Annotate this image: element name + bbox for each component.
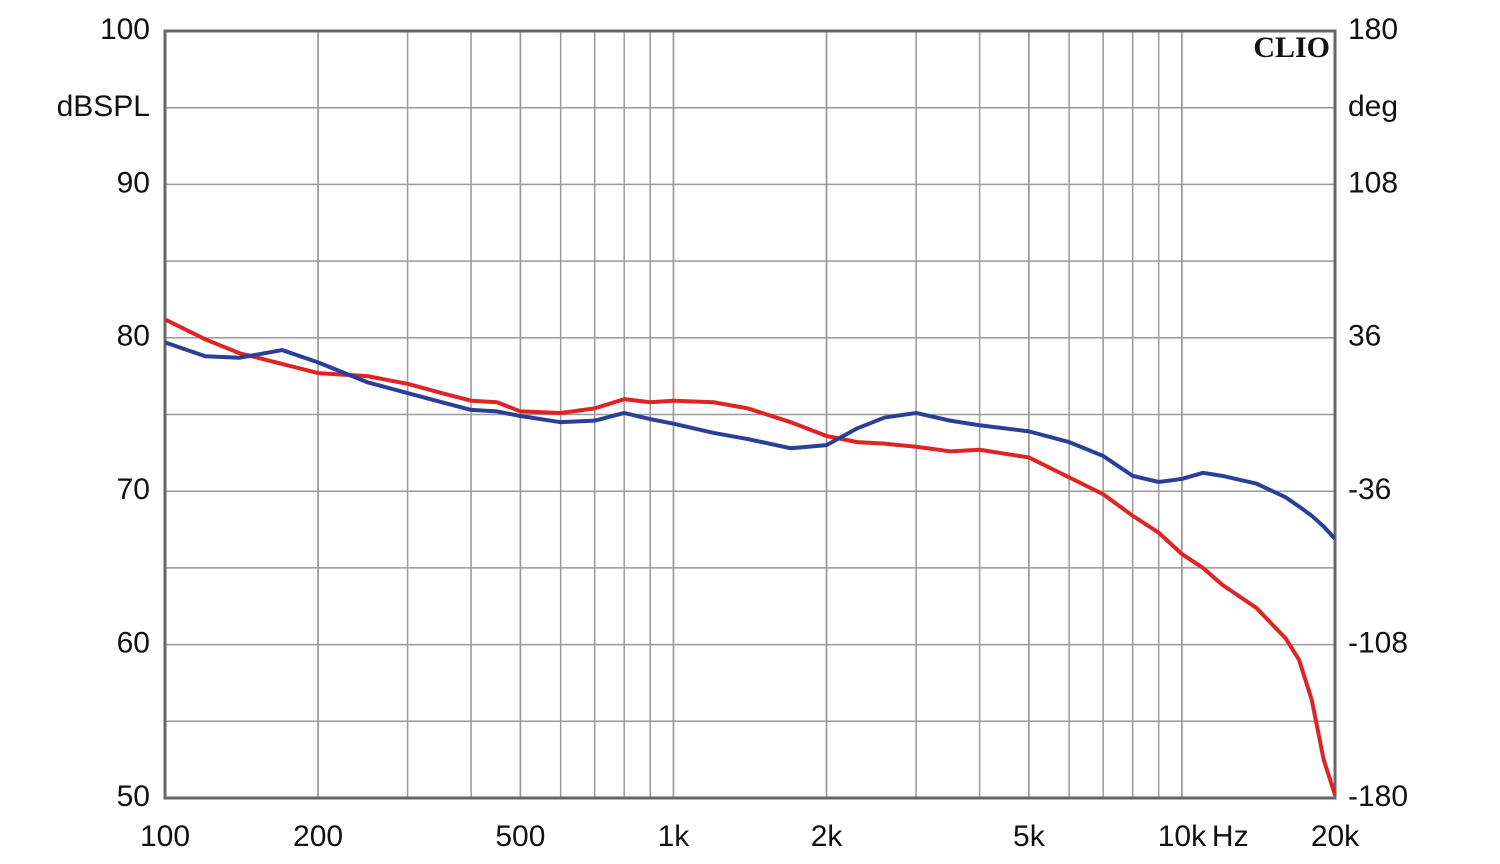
- y-tick-label: 50: [117, 780, 150, 813]
- y-tick-label: 90: [117, 166, 150, 199]
- series-line: [165, 317, 1335, 796]
- y-tick-label: 100: [100, 13, 150, 46]
- y2-tick-label: -108: [1348, 627, 1408, 660]
- y2-tick-label: 180: [1348, 13, 1398, 46]
- plot-frame: [163, 29, 1337, 800]
- x-tick-label: 20k: [1311, 820, 1360, 853]
- x-tick-label: 100: [140, 820, 190, 853]
- y2-tick-label: 36: [1348, 320, 1381, 353]
- x-tick-label: 10k: [1158, 820, 1207, 853]
- series-line: [165, 340, 1335, 541]
- y-axis-label: dBSPL: [57, 90, 150, 123]
- y-tick-label: 70: [117, 473, 150, 506]
- y2-axis-label: deg: [1348, 90, 1398, 123]
- y2-tick-label: -36: [1348, 473, 1391, 506]
- x-unit-label: Hz: [1212, 820, 1249, 853]
- x-tick-label: 5k: [1013, 820, 1046, 853]
- brand-annotation: CLIO: [1253, 31, 1330, 64]
- y2-tick-label: 108: [1348, 166, 1398, 199]
- x-tick-label: 2k: [811, 820, 844, 853]
- x-tick-label: 200: [293, 820, 343, 853]
- y2-tick-label: -180: [1348, 780, 1408, 813]
- x-tick-label: 1k: [658, 820, 691, 853]
- y-tick-label: 60: [117, 627, 150, 660]
- x-tick-label: 500: [495, 820, 545, 853]
- y-tick-label: 80: [117, 320, 150, 353]
